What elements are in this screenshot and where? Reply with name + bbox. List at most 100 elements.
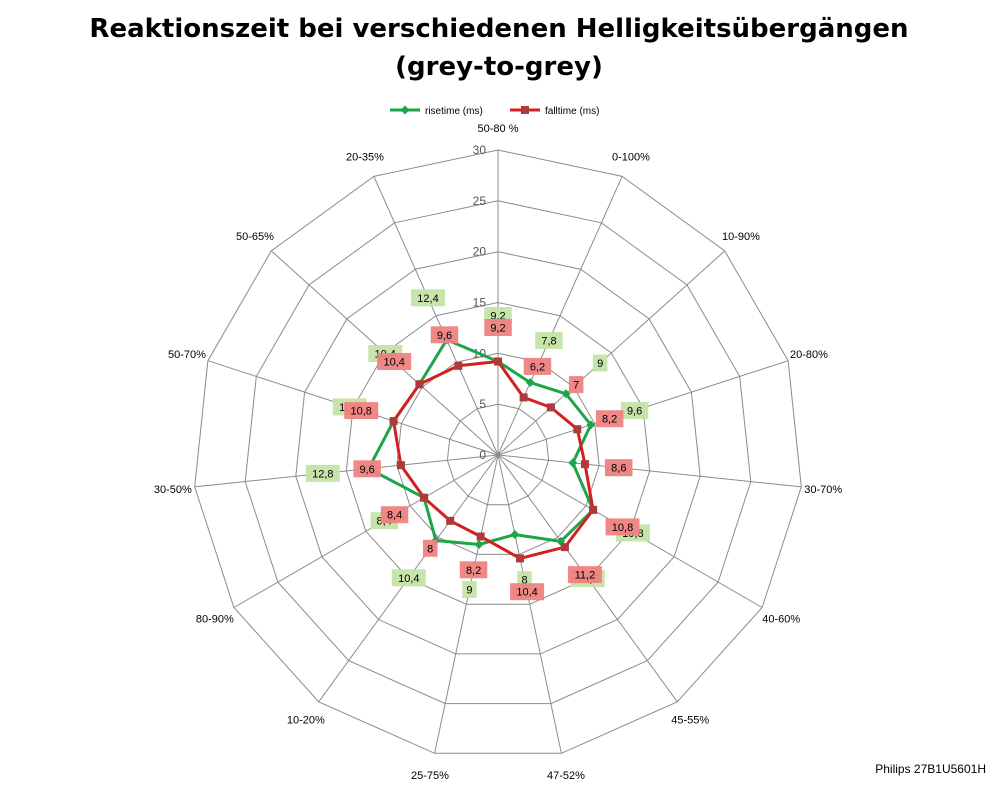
category-label: 50-65% (236, 231, 274, 243)
data-label: 10,4 (398, 573, 419, 585)
series-marker (580, 460, 589, 469)
category-label: 20-80% (790, 349, 828, 361)
grid-spoke (373, 176, 499, 456)
series-marker (454, 361, 463, 370)
data-label: 9,6 (627, 406, 642, 418)
chart-title: Reaktionszeit bei verschiedenen Helligke… (0, 10, 998, 86)
legend-marker (521, 106, 529, 114)
series-marker (510, 530, 520, 540)
category-label: 50-70% (168, 349, 206, 361)
category-label: 80-90% (196, 614, 234, 626)
grid-ring (345, 301, 651, 605)
chart-title-line-1: Reaktionszeit bei verschiedenen Helligke… (89, 14, 909, 44)
series-marker (568, 458, 578, 468)
data-label-background (353, 460, 381, 478)
data-label-background (523, 357, 552, 375)
category-label: 10-20% (287, 715, 325, 727)
data-label-background (411, 289, 445, 307)
radial-tick-label: 15 (473, 296, 487, 310)
data-label-background (484, 319, 512, 336)
data-label-background (462, 581, 477, 598)
series-marker (546, 403, 555, 412)
series-marker (586, 420, 596, 430)
data-series (364, 335, 598, 563)
category-labels: 50-80 % 0-100% 10-90% 20-80% 30-70% 40-60% 45-… (154, 123, 843, 782)
series-marker (389, 417, 398, 426)
data-label: 8,2 (466, 565, 481, 577)
data-label: 8 (521, 575, 527, 587)
data-label-background (567, 566, 602, 584)
data-label-background (595, 410, 624, 428)
data-label-background (510, 583, 545, 601)
data-label: 11,2 (575, 570, 596, 582)
data-label-background (605, 459, 633, 477)
chart-legend: risetime (ms) falltime (ms) (390, 105, 599, 117)
category-label: 50-80 % (478, 123, 519, 135)
grid-spoke (497, 250, 726, 456)
data-label: 8 (427, 543, 433, 555)
category-label: 20-35% (346, 151, 384, 163)
data-label: 8,6 (611, 463, 626, 475)
legend-label: risetime (ms) (425, 106, 483, 117)
category-label: 45-55% (671, 715, 709, 727)
series-marker (519, 393, 528, 402)
category-label: 25-75% (411, 770, 449, 782)
series-marker (560, 543, 569, 552)
category-label: 10-90% (722, 231, 760, 243)
grid-spoke (497, 454, 802, 488)
grid-ring (396, 352, 600, 555)
category-label: 30-70% (804, 484, 842, 496)
grid-ring (194, 149, 802, 754)
grid-spoke (434, 454, 499, 754)
series-marker (494, 357, 502, 366)
radial-tick-label: 25 (473, 194, 487, 208)
series-marker (474, 540, 484, 550)
data-label: 12,8 (312, 468, 333, 480)
series-line (392, 360, 595, 560)
data-label: 7,8 (541, 336, 556, 348)
data-label-background (377, 353, 412, 370)
data-label-background (535, 332, 563, 349)
legend-label: falltime (ms) (545, 106, 599, 117)
data-label: 6,2 (530, 361, 545, 373)
category-label: 30-50% (154, 484, 192, 496)
data-label-background (459, 561, 488, 579)
data-label-background (423, 539, 438, 557)
data-label-background (568, 376, 584, 394)
series-marker (420, 493, 429, 502)
series-1 (389, 357, 598, 563)
series-marker (446, 516, 455, 525)
data-label: 8,4 (387, 510, 402, 522)
category-label: 0-100% (612, 151, 650, 163)
grid-ring (244, 200, 752, 705)
grid-spoke (233, 454, 499, 608)
data-label: 9 (466, 585, 472, 597)
series-marker (525, 378, 535, 388)
data-label: 8,2 (602, 414, 617, 426)
data-label-background (305, 464, 340, 482)
chart-title-line-2: (grey-to-grey) (395, 52, 603, 82)
data-label-background (620, 402, 649, 420)
grid-ring (295, 251, 701, 655)
legend-marker (400, 105, 410, 115)
data-label: 12,4 (417, 293, 438, 305)
data-label: 9 (597, 358, 603, 370)
data-label-background (592, 354, 608, 372)
data-label-background (380, 506, 409, 524)
series-marker (561, 389, 571, 399)
monitor-model-label: Philips 27B1U5601H (875, 762, 986, 776)
grid-spoke (497, 176, 623, 456)
radial-tick-label: 20 (473, 245, 487, 259)
series-marker (573, 425, 582, 434)
data-label-background (391, 569, 426, 587)
radial-tick-label: 0 (479, 448, 486, 462)
category-label: 47-52% (547, 770, 585, 782)
data-label: 10,4 (383, 357, 404, 369)
radar-grid (194, 149, 802, 754)
series-marker (515, 554, 524, 563)
data-label: 10,4 (516, 587, 537, 599)
data-label-background (344, 402, 379, 420)
data-label: 10,8 (612, 522, 633, 534)
